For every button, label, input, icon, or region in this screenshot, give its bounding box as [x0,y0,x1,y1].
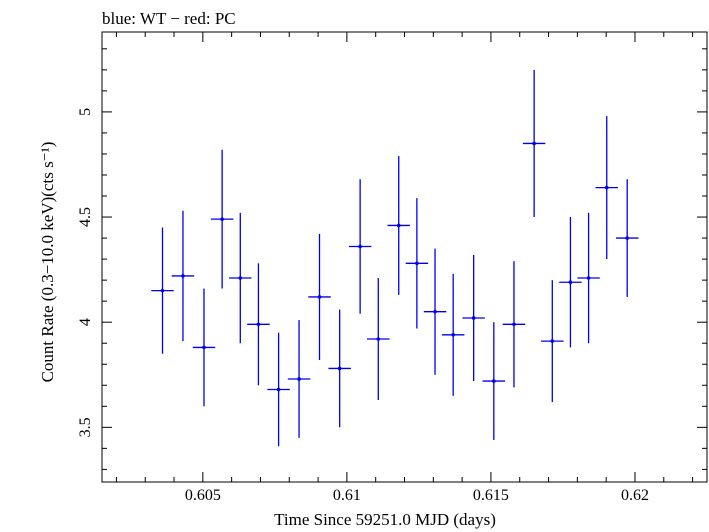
chart-title: blue: WT − red: PC [102,9,236,28]
data-point [405,198,429,329]
data-point-marker [220,217,224,221]
data-point [482,322,506,440]
data-point [502,261,526,388]
x-axis-ticks: 0.605 0.61 0.615 0.62 [115,32,694,504]
x-axis-label: Time Since 59251.0 MJD (days) [274,510,496,529]
data-point-marker [297,377,301,381]
data-point-marker [376,337,381,341]
data-point [387,156,410,295]
data-point [210,149,234,289]
data-point-marker [532,141,536,146]
plot-frame [101,31,708,483]
y-tick-label: 4 [77,318,94,326]
data-point [308,233,331,361]
data-point-marker [160,288,165,293]
data-point-marker [181,274,185,278]
data-point-marker [396,223,401,228]
data-point-marker [512,322,516,327]
data-point [247,263,270,386]
data-point-marker [337,366,342,371]
data-point [577,212,600,344]
data-point [229,212,252,344]
data-point [441,273,465,396]
data-point-marker [317,295,322,299]
data-point-marker [492,379,496,383]
data-point [559,217,582,348]
x-tick-label: 0.62 [621,487,649,504]
data-point [522,69,546,218]
data-series-wt [151,69,639,447]
data-point [615,179,639,297]
data-point-marker [451,333,455,337]
data-point-marker [256,322,261,327]
data-point [267,332,290,447]
data-point-marker [276,387,281,392]
x-tick-label: 0.61 [333,487,361,504]
data-point [192,288,216,407]
data-point-marker [433,309,437,314]
data-point-marker [358,244,362,249]
data-point [423,248,447,375]
y-tick-label: 3.5 [77,417,94,437]
data-point-marker [238,276,243,280]
data-point [367,278,390,400]
y-tick-label: 4.5 [77,207,94,227]
data-point-marker [202,345,206,350]
data-point-marker [471,316,476,320]
data-point [348,179,372,314]
y-tick-label: 5 [77,108,94,116]
data-point [541,280,564,403]
y-axis-label: Count Rate (0.3−10.0 keV)(cts s⁻¹) [38,142,57,383]
data-point [328,309,351,428]
data-point-marker [550,339,555,343]
y-axis-ticks: 3.5 4 4.5 5 [77,48,707,470]
data-point [595,116,618,260]
x-tick-label: 0.615 [473,487,509,504]
data-point-marker [604,185,609,190]
data-point-marker [568,280,573,285]
data-point [151,227,174,354]
data-point-marker [415,261,419,266]
x-tick-label: 0.605 [185,487,221,504]
data-point-marker [625,236,629,240]
data-point [462,254,485,382]
data-point [171,210,195,342]
data-point [287,320,311,438]
data-point-marker [586,276,591,280]
